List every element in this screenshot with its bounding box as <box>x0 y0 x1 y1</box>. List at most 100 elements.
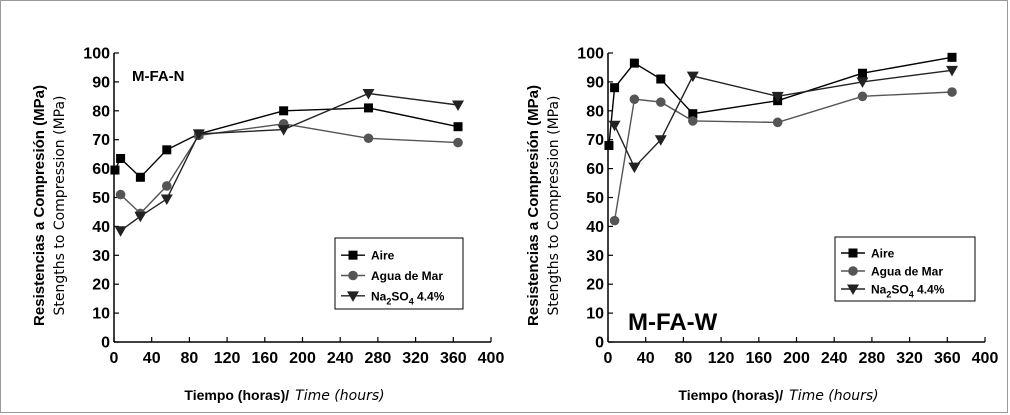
y-tick-label: 40 <box>586 219 604 236</box>
data-point <box>279 106 289 116</box>
x-tick-label: 120 <box>214 350 241 367</box>
legend-label-part: 4 <box>909 290 914 300</box>
data-point <box>856 77 869 88</box>
y-tick-label: 100 <box>83 46 110 63</box>
y-tick-label: 80 <box>92 103 110 120</box>
data-point <box>688 116 698 126</box>
legend-label-part: 4 <box>409 296 414 306</box>
data-point <box>363 103 373 113</box>
legend-label-part: SO <box>391 289 408 303</box>
legend-label-part: Na <box>371 289 387 303</box>
x-axis-label-italic: Time (hours) <box>789 388 878 404</box>
legend-label: Aire <box>371 249 395 263</box>
y-tick-label: 0 <box>101 335 110 352</box>
chart-panel-2: 0 10 20 30 40 50 60 70 80 90 100 0 40 80 120 160 200 240 2… <box>525 46 998 405</box>
x-tick-label: 160 <box>745 350 772 367</box>
legend-label: Aire <box>871 247 895 261</box>
data-point <box>110 165 120 175</box>
data-point <box>629 58 639 68</box>
data-point <box>772 117 783 128</box>
x-tick-label: 0 <box>110 350 119 367</box>
legend-marker <box>848 266 858 276</box>
series-line <box>120 123 459 215</box>
chart-panel-1: 0 10 20 30 40 50 60 70 80 90 100 0 40 80 120 160 200 240 2… <box>31 46 504 405</box>
y-tick-label: 60 <box>586 161 604 178</box>
data-point <box>610 83 620 93</box>
x-tick-label: 200 <box>783 350 810 367</box>
legend-label: Na2SO4 4.4% <box>371 289 445 306</box>
series-square <box>110 103 463 182</box>
data-point <box>946 65 959 77</box>
data-point <box>608 120 621 132</box>
legend-marker <box>348 250 358 260</box>
legend-label: Agua de Mar <box>371 269 443 283</box>
y-tick-label: 80 <box>586 103 604 120</box>
data-point <box>654 135 667 146</box>
data-point <box>277 125 290 136</box>
legend-marker <box>348 270 358 281</box>
chart-title: M-FA-N <box>132 68 185 85</box>
y-tick-label: 50 <box>92 190 110 207</box>
y-tick-label: 70 <box>92 132 110 149</box>
data-point <box>161 181 172 191</box>
legend: Aire Agua de Mar Na2SO4 4.4% <box>334 237 464 310</box>
series-line <box>120 92 459 232</box>
x-tick-label: 280 <box>859 350 886 367</box>
data-point <box>655 97 666 107</box>
x-tick-label: 80 <box>675 350 693 367</box>
data-point <box>114 226 127 237</box>
legend-box <box>834 236 976 302</box>
data-point <box>688 109 698 119</box>
x-tick-label: 200 <box>289 350 316 367</box>
x-axis-label: Tiempo (horas)/ Time (hours) <box>184 387 384 404</box>
x-axis-label-bold: Tiempo (horas)/ <box>184 387 289 403</box>
data-point <box>162 145 172 155</box>
series-triangle-down <box>608 65 959 174</box>
data-point <box>686 71 699 83</box>
legend-label-part: 2 <box>886 290 891 300</box>
y-tick-label: 30 <box>586 248 604 265</box>
y-tick-label: 30 <box>92 248 110 265</box>
data-point <box>192 129 205 140</box>
series-line <box>613 91 953 221</box>
legend-label-part: SO <box>891 283 908 297</box>
y-tick-label: 20 <box>586 277 604 294</box>
data-point <box>604 140 614 150</box>
x-tick-label: 240 <box>327 350 354 367</box>
y-tick-label: 70 <box>586 132 604 149</box>
y-axis-label-bold: Resistencias a Compresión (MPa) <box>525 85 542 326</box>
data-point <box>947 52 957 62</box>
legend-label-part: 2 <box>386 296 391 306</box>
legend-marker <box>847 284 859 295</box>
data-point <box>628 162 641 174</box>
series-circle <box>115 119 463 219</box>
y-tick-label: 10 <box>92 306 110 323</box>
legend: Aire Agua de Mar Na2SO4 4.4% <box>834 236 976 302</box>
x-tick-label: 280 <box>365 350 392 367</box>
legend-label-part: 4.4% <box>914 283 945 297</box>
x-axis-label-bold: Tiempo (horas)/ <box>678 387 783 403</box>
x-tick-label: 120 <box>708 350 735 367</box>
x-tick-label: 400 <box>478 350 505 367</box>
legend-label-part: Na <box>871 283 887 297</box>
x-tick-label: 160 <box>251 350 278 367</box>
data-point <box>363 133 374 144</box>
legend-marker <box>848 248 858 258</box>
data-point <box>629 94 640 105</box>
x-tick-label: 0 <box>604 350 613 367</box>
data-point <box>134 211 147 223</box>
data-point <box>609 215 620 226</box>
x-tick-label: 40 <box>143 350 161 367</box>
y-tick-label: 60 <box>92 161 110 178</box>
series-line <box>613 69 953 169</box>
data-point <box>656 74 666 84</box>
data-point <box>115 189 126 200</box>
data-point <box>452 100 465 112</box>
y-tick-label: 90 <box>586 74 604 91</box>
data-point <box>116 153 126 163</box>
x-axis-label-italic: Time (hours) <box>295 388 384 404</box>
legend-label-part: 4.4% <box>414 289 445 303</box>
y-tick-label: 90 <box>92 74 110 91</box>
